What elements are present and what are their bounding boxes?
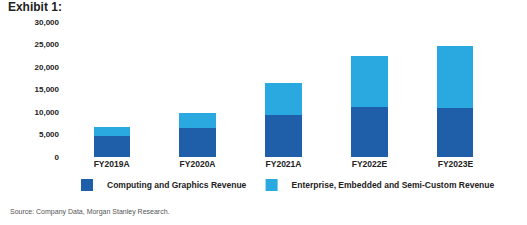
svg-text:Source: Company Data, Morgan S: Source: Company Data, Morgan Stanley Res… bbox=[10, 208, 170, 216]
svg-text:FY2020A: FY2020A bbox=[180, 159, 216, 169]
svg-text:20,000: 20,000 bbox=[35, 63, 60, 72]
svg-text:Exhibit 1:: Exhibit 1: bbox=[8, 0, 62, 14]
svg-text:15,000: 15,000 bbox=[35, 85, 60, 94]
svg-text:Computing and Graphics Revenue: Computing and Graphics Revenue bbox=[107, 180, 247, 190]
svg-text:0: 0 bbox=[55, 153, 60, 162]
svg-text:25,000: 25,000 bbox=[35, 40, 60, 49]
svg-text:FY2019A: FY2019A bbox=[94, 159, 130, 169]
svg-text:Enterprise, Embedded and Semi-: Enterprise, Embedded and Semi-Custom Rev… bbox=[292, 180, 495, 190]
svg-text:FY2021A: FY2021A bbox=[266, 159, 302, 169]
svg-text:30,000: 30,000 bbox=[35, 18, 60, 27]
svg-text:FY2023E: FY2023E bbox=[438, 159, 474, 169]
svg-text:5,000: 5,000 bbox=[39, 130, 60, 139]
svg-text:10,000: 10,000 bbox=[35, 108, 60, 117]
svg-text:FY2022E: FY2022E bbox=[352, 159, 388, 169]
